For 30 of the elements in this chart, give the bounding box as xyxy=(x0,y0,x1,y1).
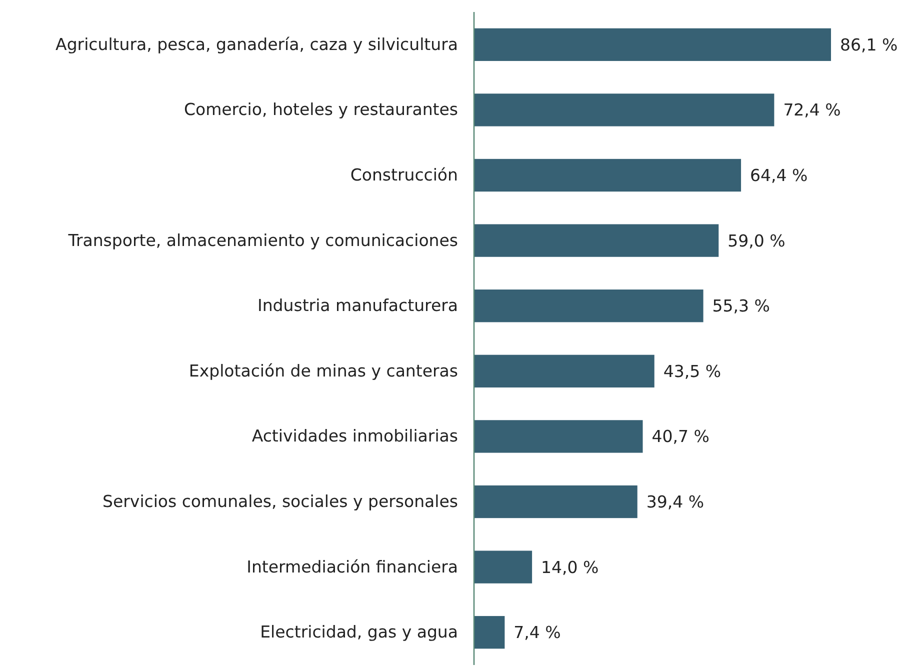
data-label: 40,7 % xyxy=(652,427,710,446)
data-label: 55,3 % xyxy=(712,296,770,316)
bar xyxy=(474,616,505,649)
data-label: 86,1 % xyxy=(840,35,898,54)
bar xyxy=(474,354,654,388)
y-tick-label: Comercio, hoteles y restaurantes xyxy=(184,100,458,120)
y-tick-label: Transporte, almacenamiento y comunicaciones xyxy=(67,230,458,250)
y-tick-label: Industria manufacturera xyxy=(257,296,458,316)
data-label: 39,4 % xyxy=(646,492,704,512)
bar xyxy=(474,290,704,322)
y-tick-label: Explotación de minas y canteras xyxy=(188,361,458,380)
y-tick-label: Agricultura, pesca, ganadería, caza y silvicultura xyxy=(56,34,458,54)
y-tick-label: Electricidad, gas y agua xyxy=(260,622,458,642)
data-label: 64,4 % xyxy=(750,166,808,186)
y-tick-label: Servicios comunales, sociales y personales xyxy=(102,492,458,512)
bar xyxy=(474,158,742,192)
data-label: 7,4 % xyxy=(514,623,561,642)
bar xyxy=(474,28,831,61)
y-tick-label: Intermediación financiera xyxy=(246,557,458,576)
bar xyxy=(474,550,532,584)
y-tick-label: Actividades inmobiliarias xyxy=(252,426,458,446)
y-tick-label: Construcción xyxy=(350,166,458,185)
data-label: 43,5 % xyxy=(663,362,722,381)
data-label: 59,0 % xyxy=(728,231,786,250)
bar xyxy=(474,485,638,518)
data-label: 14,0 % xyxy=(541,558,599,577)
bar xyxy=(474,420,643,453)
bar xyxy=(474,224,719,257)
data-label: 72,4 % xyxy=(783,100,841,120)
bar xyxy=(474,94,774,126)
